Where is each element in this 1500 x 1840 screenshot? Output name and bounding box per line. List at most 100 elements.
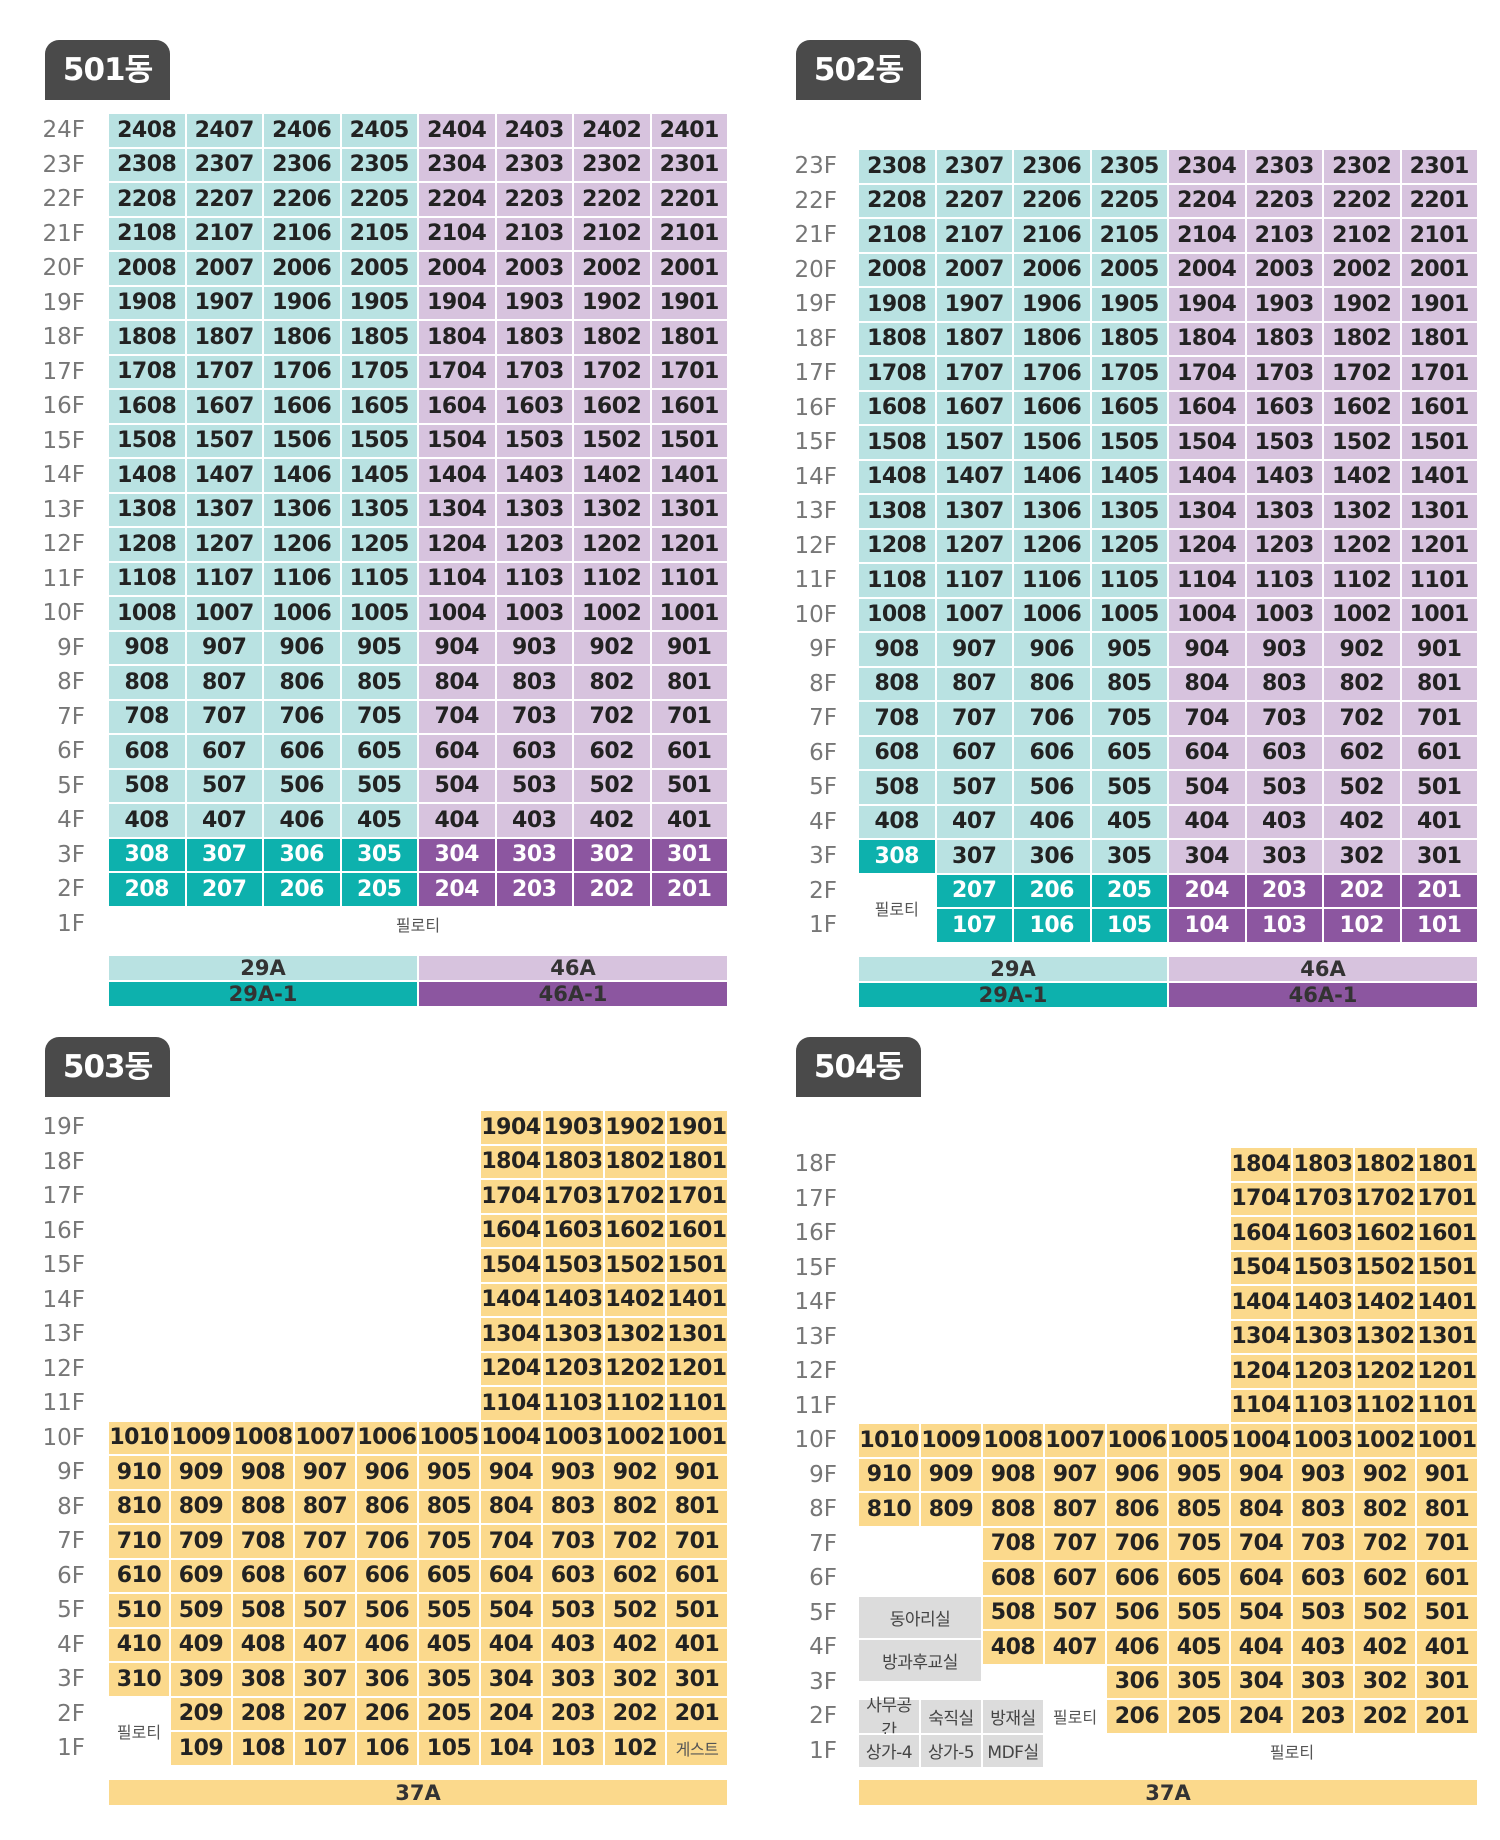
unit-cell: 2304 — [1168, 149, 1246, 184]
unit-cell: 2103 — [495, 216, 573, 251]
unit-cell: 209 — [170, 1696, 232, 1731]
unit-cell: 608 — [982, 1561, 1044, 1596]
unit-cell: 502 — [573, 768, 651, 803]
unit-cell: 802 — [604, 1489, 666, 1524]
unit-cell: 1407 — [185, 458, 263, 493]
floor-label: 24F — [42, 117, 86, 143]
floor-label: 15F — [42, 1252, 86, 1278]
unit-cell: 1804 — [418, 320, 496, 355]
floor-label: 21F — [42, 220, 86, 247]
unit-cell: 202 — [573, 872, 651, 907]
unit-cell: 206 — [356, 1696, 418, 1731]
unit-cell: 1603 — [1245, 390, 1323, 425]
unit-cell: 208 — [232, 1696, 294, 1731]
floor-label: 2F — [57, 1700, 85, 1727]
unit-cell: 602 — [1354, 1561, 1416, 1596]
unit-cell: 1504 — [1168, 425, 1246, 460]
unit-cell: 305 — [340, 837, 418, 872]
unit-cell: 103 — [542, 1731, 604, 1766]
unit-cell: 2005 — [340, 251, 418, 286]
pilotis-label: 필로티 — [395, 915, 441, 935]
unit-cell: 502 — [1323, 770, 1401, 805]
unit-cell: 402 — [573, 803, 651, 838]
pilotis-label-ground: 필로티 — [1269, 1742, 1315, 1762]
unit-cell: 402 — [1354, 1630, 1416, 1665]
unit-cell: 1001 — [1416, 1423, 1478, 1458]
unit-cell: 606 — [1013, 735, 1091, 770]
unit-cell: 905 — [1168, 1457, 1230, 1492]
pilotis-label: 필로티 — [874, 900, 919, 919]
unit-cell: 1207 — [185, 527, 263, 562]
unit-cell: 1005 — [418, 1420, 480, 1455]
unit-cell: 307 — [294, 1662, 356, 1697]
unit-cell: 605 — [1090, 735, 1168, 770]
unit-cell: 1103 — [542, 1386, 604, 1421]
unit-cell: 1803 — [495, 320, 573, 355]
unit-cell: 904 — [418, 630, 496, 665]
unit-cell: 709 — [170, 1524, 232, 1559]
unit-cell: 406 — [263, 803, 341, 838]
unit-cell: 404 — [418, 803, 496, 838]
unit-cell: 1201 — [666, 1351, 728, 1386]
unit-cell: 1703 — [495, 354, 573, 389]
unit-cell: 204 — [418, 872, 496, 907]
unit-cell: 1501 — [1416, 1250, 1478, 1285]
floor-label: 9F — [57, 634, 85, 661]
unit-cell: 703 — [1245, 701, 1323, 736]
unit-cell: 408 — [232, 1627, 294, 1662]
unit-cell: 1501 — [1400, 425, 1478, 460]
unit-cell: 507 — [185, 768, 263, 803]
unit-cell: 201 — [1416, 1699, 1478, 1734]
unit-cell: 105 — [418, 1731, 480, 1766]
unit-cell: 1103 — [1292, 1388, 1354, 1423]
unit-cell: 1302 — [604, 1317, 666, 1352]
unit-cell: 1706 — [1013, 356, 1091, 391]
unit-cell: 1304 — [480, 1317, 542, 1352]
floor-label: 4F — [57, 807, 85, 833]
unit-cell: 1307 — [935, 494, 1013, 529]
unit-cell: 406 — [356, 1627, 418, 1662]
unit-cell: 1701 — [650, 354, 728, 389]
unit-cell: 2101 — [1400, 218, 1478, 253]
unit-cell: 302 — [1354, 1664, 1416, 1699]
unit-cell: 1803 — [542, 1144, 604, 1179]
floor-label: 6F — [57, 1562, 85, 1589]
unit-cell: 2103 — [1245, 218, 1323, 253]
floor-label: 17F — [42, 1183, 86, 1209]
unit-cell: 2003 — [495, 251, 573, 286]
unit-cell: 1102 — [1354, 1388, 1416, 1423]
unit-cell: 2207 — [185, 182, 263, 217]
floor-label: 7F — [809, 1530, 837, 1557]
unit-cell: 1105 — [1090, 563, 1168, 598]
unit-cell: 707 — [1044, 1526, 1106, 1561]
unit-cell: 1402 — [573, 458, 651, 493]
unit-cell: 501 — [650, 768, 728, 803]
unit-cell: 503 — [495, 768, 573, 803]
unit-cell: 2102 — [573, 216, 651, 251]
unit-cell: 804 — [1230, 1492, 1292, 1527]
unit-cell: 1801 — [650, 320, 728, 355]
unit-cell: 810 — [858, 1492, 920, 1527]
unit-cell: 2106 — [263, 216, 341, 251]
club-room: 동아리실 — [858, 1595, 982, 1639]
unit-cell: 1806 — [263, 320, 341, 355]
unit-cell: 1101 — [1416, 1388, 1478, 1423]
unit-cell: 101 — [1400, 908, 1478, 943]
unit-cell: 308 — [232, 1662, 294, 1697]
unit-cell: 2102 — [1323, 218, 1401, 253]
unit-cell: 307 — [935, 839, 1013, 874]
unit-cell: 906 — [1013, 632, 1091, 667]
floor-label: 15F — [794, 1254, 838, 1281]
floor-label: 17F — [794, 1185, 838, 1212]
unit-cell: 2307 — [185, 147, 263, 182]
unit-cell: 503 — [542, 1593, 604, 1628]
unit-cell: 1205 — [1090, 528, 1168, 563]
unit-cell: 805 — [1168, 1492, 1230, 1527]
unit-cell: 609 — [170, 1558, 232, 1593]
unit-cell: 1707 — [185, 354, 263, 389]
unit-cell: 203 — [495, 872, 573, 907]
unit-cell: 605 — [340, 734, 418, 769]
unit-cell: 1506 — [263, 423, 341, 458]
unit-cell: 806 — [356, 1489, 418, 1524]
unit-cell: 2107 — [935, 218, 1013, 253]
